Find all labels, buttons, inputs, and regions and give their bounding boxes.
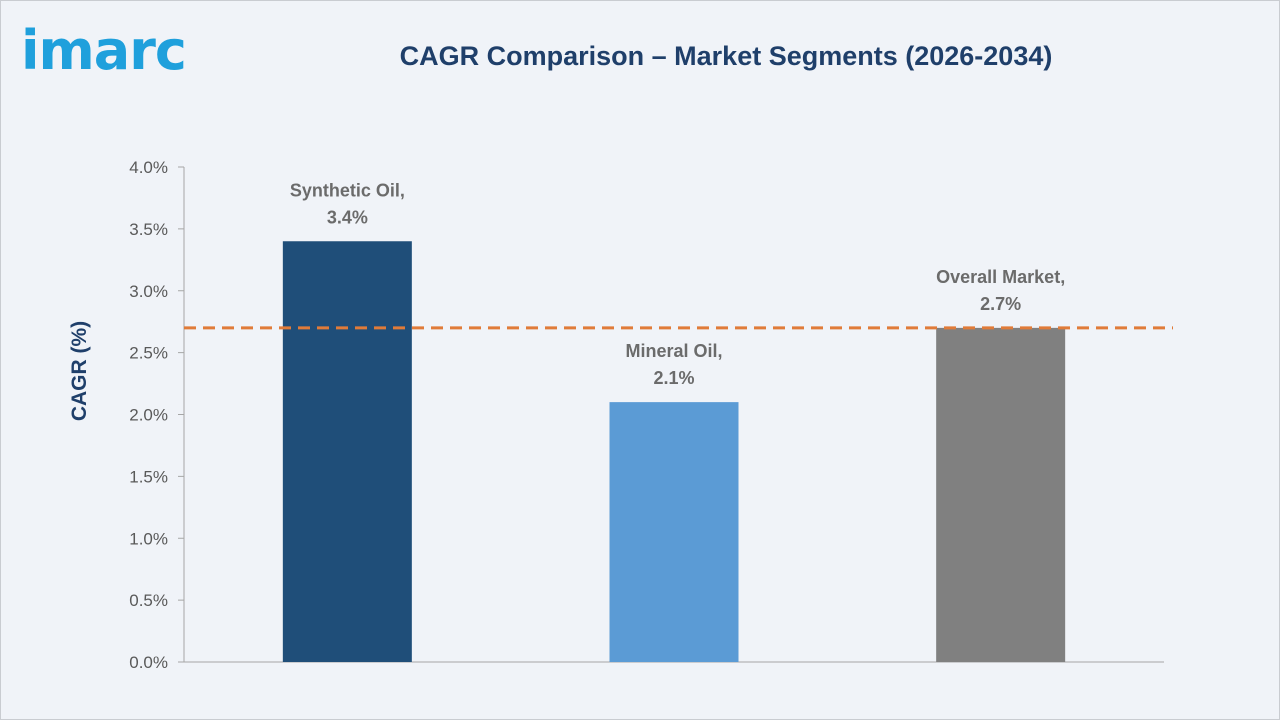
y-tick-label: 2.0% bbox=[129, 406, 168, 425]
chart-title: CAGR Comparison – Market Segments (2026-… bbox=[399, 41, 1053, 71]
y-tick-label: 1.5% bbox=[129, 467, 168, 486]
imarc-logo-text: imarc bbox=[21, 19, 186, 82]
y-tick-label: 3.0% bbox=[129, 282, 168, 301]
y-tick-label: 0.5% bbox=[129, 591, 168, 610]
data-label-overall-market: Overall Market, bbox=[936, 267, 1065, 287]
bar-mineral-oil bbox=[609, 402, 739, 662]
bar-overall-market bbox=[936, 327, 1066, 662]
data-label-synthetic-oil: 3.4% bbox=[327, 207, 368, 227]
data-label-mineral-oil: Mineral Oil, bbox=[625, 341, 722, 361]
data-label-synthetic-oil: Synthetic Oil, bbox=[290, 180, 405, 200]
y-tick-label: 2.5% bbox=[129, 344, 168, 363]
imarc-logo: imarc bbox=[21, 19, 187, 82]
y-tick-label: 0.0% bbox=[129, 653, 168, 672]
y-axis: 0.0% 0.5% 1.0% 1.5% 2.0% 2.5% 3.0% 3.5% 4.0% bbox=[129, 158, 185, 672]
bar-synthetic-oil bbox=[282, 241, 412, 662]
data-labels: Synthetic Oil, 3.4% Mineral Oil, 2.1% Overal… bbox=[290, 180, 1065, 388]
y-tick-label: 1.0% bbox=[129, 529, 168, 548]
data-label-overall-market: 2.7% bbox=[980, 294, 1021, 314]
data-label-mineral-oil: 2.1% bbox=[653, 368, 694, 388]
y-tick-label: 4.0% bbox=[129, 158, 168, 177]
y-tick-label: 3.5% bbox=[129, 220, 168, 239]
bars bbox=[282, 241, 1066, 662]
